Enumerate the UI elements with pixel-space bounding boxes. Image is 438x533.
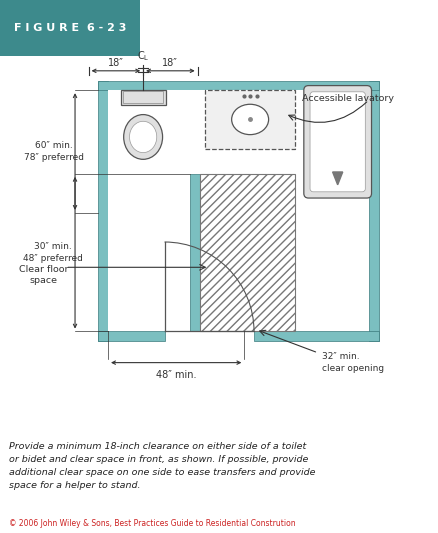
Bar — [205, 90, 295, 149]
Bar — [200, 174, 295, 332]
Text: Accessible lavatory: Accessible lavatory — [302, 94, 394, 102]
Bar — [121, 90, 166, 105]
Ellipse shape — [124, 115, 162, 159]
Text: 60″ min.
78″ preferred: 60″ min. 78″ preferred — [24, 141, 84, 162]
Bar — [99, 80, 108, 341]
Text: 30″ min.
48″ preferred: 30″ min. 48″ preferred — [22, 243, 82, 263]
Bar — [99, 80, 378, 90]
Text: 48″ min.: 48″ min. — [156, 369, 197, 379]
Ellipse shape — [130, 122, 157, 152]
FancyBboxPatch shape — [310, 92, 365, 192]
Bar — [99, 332, 165, 341]
FancyBboxPatch shape — [304, 86, 371, 198]
Ellipse shape — [232, 104, 268, 135]
Text: F I G U R E  6 - 2 3: F I G U R E 6 - 2 3 — [14, 23, 126, 33]
Bar — [369, 80, 378, 341]
Bar — [123, 92, 163, 103]
Text: Clear floor
space: Clear floor space — [19, 265, 69, 285]
Polygon shape — [332, 172, 343, 185]
Text: $\mathsf{C}_\mathsf{L}$: $\mathsf{C}_\mathsf{L}$ — [137, 49, 149, 63]
Text: 32″ min.
clear opening: 32″ min. clear opening — [322, 352, 384, 373]
Text: Provide a minimum 18-inch clearance on either side of a toilet
or bidet and clea: Provide a minimum 18-inch clearance on e… — [9, 442, 315, 490]
Bar — [190, 174, 200, 332]
Text: 18″: 18″ — [108, 58, 124, 68]
Text: 18″: 18″ — [162, 58, 178, 68]
Bar — [0, 0, 140, 56]
Bar — [108, 90, 369, 332]
Text: Floor Space at Accessible Toilet
or Bidet.: Floor Space at Accessible Toilet or Bide… — [162, 13, 399, 43]
Text: © 2006 John Wiley & Sons, Best Practices Guide to Residential Constrution: © 2006 John Wiley & Sons, Best Practices… — [9, 519, 295, 528]
Bar — [254, 332, 378, 341]
